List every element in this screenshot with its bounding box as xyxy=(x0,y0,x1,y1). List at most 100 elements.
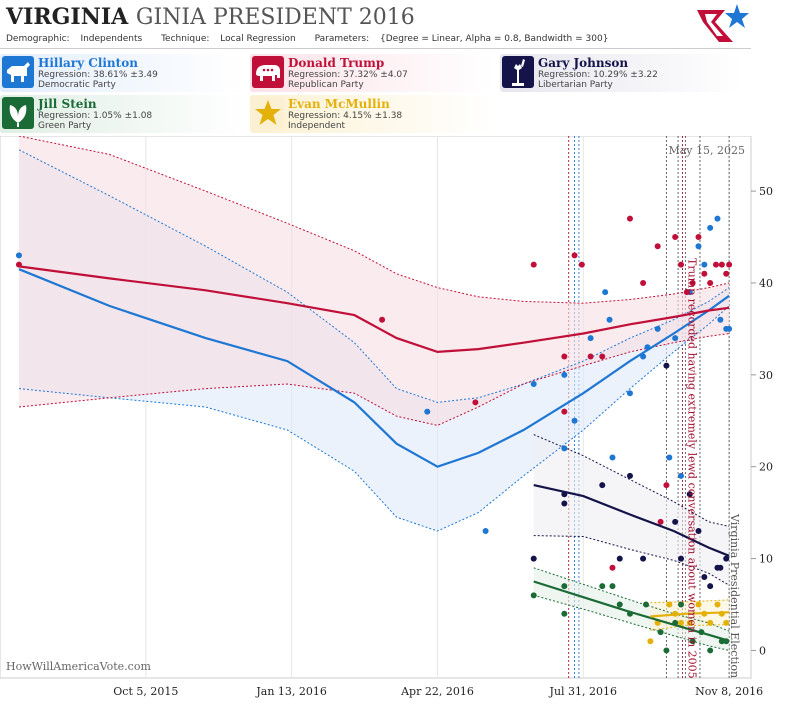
poll-point xyxy=(599,583,606,590)
poll-point xyxy=(672,234,679,241)
poll-point xyxy=(717,564,724,571)
poll-point xyxy=(723,555,730,562)
x-tick-label: Apr 22, 2016 xyxy=(400,685,474,698)
poll-point xyxy=(379,316,386,323)
poll-point xyxy=(626,215,633,222)
demographic-label: Demographic: xyxy=(6,34,70,44)
band-lower-line xyxy=(650,624,730,631)
candidate-regression: Regression: 37.32% ±4.07 xyxy=(288,70,408,80)
x-tick-label: Jul 31, 2016 xyxy=(549,685,618,698)
candidate-party: Republican Party xyxy=(288,80,364,90)
poll-point xyxy=(678,472,685,479)
poll-point xyxy=(686,491,693,498)
x-tick-label: Jan 13, 2016 xyxy=(255,685,327,698)
poll-point xyxy=(672,335,679,342)
candidate-name: Evan McMullin xyxy=(288,97,390,111)
poll-point xyxy=(530,555,537,562)
poll-point xyxy=(695,243,702,250)
poll-point xyxy=(723,619,730,626)
poll-point xyxy=(626,390,633,397)
poll-point xyxy=(647,638,654,645)
poll-point xyxy=(717,316,724,323)
poll-point xyxy=(606,316,613,323)
poll-point xyxy=(561,500,568,507)
trend-line xyxy=(533,580,730,642)
poll-point xyxy=(530,592,537,599)
poll-point xyxy=(602,289,609,296)
poll-point xyxy=(482,528,489,535)
poll-point xyxy=(561,445,568,452)
chart-area: Oct 5, 2015 Jan 13, 2016 Apr 22, 2016 Jul 3… xyxy=(0,135,789,708)
candidate-name: Hillary Clinton xyxy=(38,56,138,70)
poll-point xyxy=(707,619,714,626)
poll-point xyxy=(672,518,679,525)
poll-point xyxy=(530,381,537,388)
band-upper-line xyxy=(533,567,730,632)
poll-point xyxy=(616,555,623,562)
candidate-regression: Regression: 38.61% ±3.49 xyxy=(38,70,158,80)
poll-point xyxy=(701,573,708,580)
candidate-name: Jill Stein xyxy=(38,97,97,111)
poll-point xyxy=(424,408,431,415)
leaf-icon xyxy=(2,97,34,129)
poll-point xyxy=(587,335,594,342)
star-icon xyxy=(252,97,284,129)
candidate-party: Green Party xyxy=(38,121,92,131)
annotation-label: Trump recorded having extremely lewd con… xyxy=(685,258,698,679)
x-tick-label: Oct 5, 2015 xyxy=(113,685,178,698)
poll-point xyxy=(599,353,606,360)
poll-point xyxy=(643,601,650,608)
title-sub: GINIA PRESIDENT 2016 xyxy=(135,5,415,30)
trend-line xyxy=(18,268,730,468)
poll-point xyxy=(626,472,633,479)
date-label: May 15, 2025 xyxy=(668,144,745,157)
poll-point xyxy=(678,261,685,268)
poll-point xyxy=(678,601,685,608)
poll-point xyxy=(678,619,685,626)
poll-point xyxy=(695,528,702,535)
band-upper-line xyxy=(18,135,730,304)
poll-point xyxy=(663,482,670,489)
poll-point xyxy=(561,610,568,617)
poll-point xyxy=(609,564,616,571)
chart-svg: Oct 5, 2015 Jan 13, 2016 Apr 22, 2016 Jul 3… xyxy=(0,135,773,698)
poll-point xyxy=(657,518,664,525)
y-tick-label: 40 xyxy=(759,277,773,290)
poll-point xyxy=(530,261,537,268)
poll-point xyxy=(666,454,673,461)
candidate-party: Libertarian Party xyxy=(538,80,613,90)
band-lower-line xyxy=(18,333,730,426)
trend-line xyxy=(533,484,730,557)
candidate-regression: Regression: 1.05% ±1.08 xyxy=(38,111,153,121)
liberty-icon xyxy=(502,56,534,88)
trend-line xyxy=(18,265,730,354)
poll-point xyxy=(609,583,616,590)
band-upper-line xyxy=(650,599,730,604)
poll-point xyxy=(707,279,714,286)
poll-point xyxy=(714,215,721,222)
parameter-row: Demographic: Independents Technique: Loc… xyxy=(6,34,624,44)
confidence-band xyxy=(533,567,730,651)
elephant-icon xyxy=(252,56,284,88)
poll-point xyxy=(707,647,714,654)
poll-point xyxy=(714,601,721,608)
technique-value: Local Regression xyxy=(220,34,296,44)
poll-point xyxy=(472,399,479,406)
poll-point xyxy=(571,417,578,424)
poll-point xyxy=(726,325,733,332)
poll-point xyxy=(561,408,568,415)
band-upper-line xyxy=(18,149,730,403)
poll-point xyxy=(587,353,594,360)
candidate-name: Gary Johnson xyxy=(538,56,629,70)
parameters-label: Parameters: xyxy=(314,34,370,44)
confidence-band xyxy=(533,434,730,586)
band-lower-line xyxy=(533,535,730,586)
poll-point xyxy=(640,279,647,286)
poll-point xyxy=(578,261,585,268)
poll-point xyxy=(701,261,708,268)
confidence-band xyxy=(19,136,730,426)
poll-point xyxy=(726,261,733,268)
candidate-regression: Regression: 10.29% ±3.22 xyxy=(538,70,658,80)
poll-point xyxy=(701,270,708,277)
poll-point xyxy=(707,224,714,231)
